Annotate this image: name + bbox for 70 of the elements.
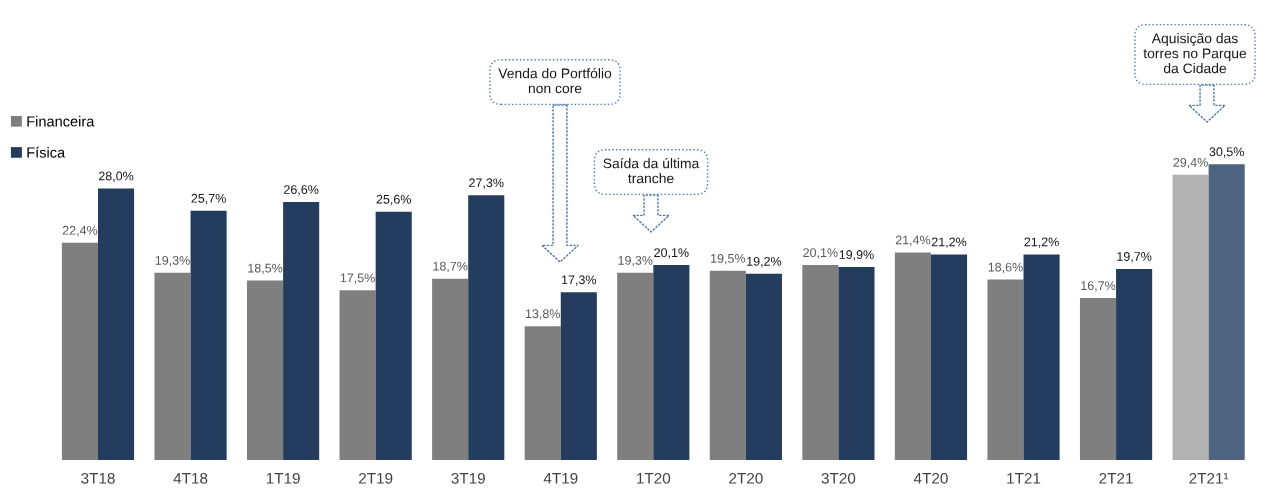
bar <box>709 270 746 460</box>
data-label: 28,0% <box>98 171 134 182</box>
data-label: 21,2% <box>931 237 967 248</box>
bar <box>283 202 320 460</box>
data-label: 25,7% <box>191 193 226 205</box>
data-label: 30,5% <box>1209 147 1244 158</box>
bar <box>247 280 284 460</box>
data-label: 18,6% <box>988 262 1023 274</box>
bar <box>560 292 597 460</box>
bar <box>987 279 1024 460</box>
bar <box>653 265 690 460</box>
bar <box>154 272 191 460</box>
text: Venda do Portfólio non core <box>498 67 612 94</box>
data-label: 19,9% <box>839 250 874 261</box>
bar <box>190 210 227 460</box>
data-label: 13,8% <box>525 309 560 320</box>
data-label: 26,6% <box>284 185 319 196</box>
annotation: Saída da última tranche <box>603 157 700 184</box>
bar <box>98 188 135 460</box>
data-label: 19,3% <box>155 255 190 267</box>
x-tick-label: 2T20 <box>729 472 763 484</box>
bar <box>339 290 376 460</box>
x-tick-label: 2T19 <box>359 472 393 484</box>
x-tick-label: 1T19 <box>266 472 300 484</box>
bar <box>432 278 469 460</box>
bar <box>894 252 931 460</box>
bar <box>802 265 839 460</box>
data-label: 18,7% <box>433 261 468 273</box>
x-tick-label: 4T19 <box>543 472 578 484</box>
data-label: 22,4% <box>62 225 98 237</box>
data-label: 17,5% <box>340 273 375 284</box>
bar <box>1116 268 1153 460</box>
bar <box>1172 174 1209 460</box>
data-label: 16,7% <box>1081 281 1116 292</box>
bar <box>468 195 505 460</box>
data-label: 21,4% <box>895 235 931 246</box>
x-tick-label: 2T21¹ <box>1189 472 1229 484</box>
data-label: 25,6% <box>376 194 411 206</box>
bar <box>1023 254 1060 460</box>
x-tick-label: 3T19 <box>451 472 485 484</box>
data-label: 18,5% <box>248 263 283 275</box>
data-label: 20,1% <box>803 248 838 259</box>
x-tick-label: 3T20 <box>821 472 856 484</box>
bar <box>375 211 412 460</box>
x-tick-label: 4T18 <box>173 472 208 484</box>
data-label: 20,1% <box>654 248 689 259</box>
data-label: 19,5% <box>711 253 746 265</box>
x-tick-label: 4T20 <box>913 472 948 484</box>
x-tick-label: 1T21 <box>1007 472 1041 484</box>
bar <box>745 273 782 460</box>
x-tick-label: 2T21 <box>1099 472 1133 484</box>
data-label: 21,2% <box>1024 237 1059 248</box>
data-label: 27,3% <box>469 178 504 189</box>
bar <box>61 242 98 460</box>
bar <box>1079 298 1117 460</box>
legend-label: Financeira <box>27 115 95 127</box>
bar <box>524 326 561 460</box>
bar <box>1208 164 1245 460</box>
bar <box>838 266 875 460</box>
data-label: 19,7% <box>1117 252 1152 263</box>
data-label: 29,4% <box>1173 157 1208 169</box>
text: Aquisição das torres no Parque da Cidade <box>1143 33 1247 74</box>
data-label: 19,3% <box>618 255 653 267</box>
data-label: 19,2% <box>747 256 782 268</box>
x-tick-label: 1T20 <box>637 472 671 484</box>
legend-label: Física <box>27 146 66 158</box>
x-tick-label: 3T18 <box>81 472 115 484</box>
data-label: 17,3% <box>562 275 597 286</box>
bar <box>617 272 654 460</box>
bar <box>930 254 968 460</box>
